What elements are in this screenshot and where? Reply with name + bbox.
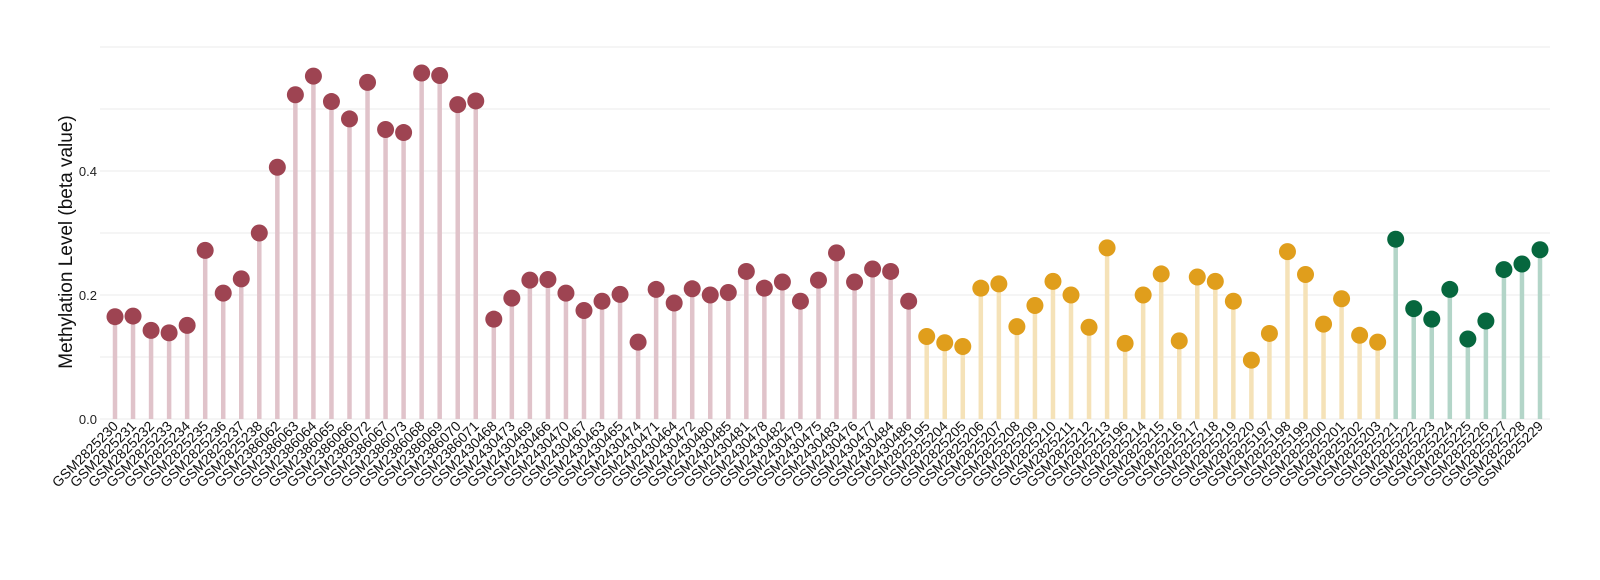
grid-lines [100, 46, 1550, 420]
lollipop-dot [1260, 324, 1278, 342]
lollipop-dot [1495, 261, 1513, 279]
lollipop-dot [1405, 300, 1423, 318]
lollipop-dot [340, 110, 358, 128]
lollipop-dot [268, 158, 286, 176]
lollipop-dot [1333, 290, 1351, 308]
lollipop-dot [1441, 280, 1459, 298]
lollipop-dot [1206, 272, 1224, 290]
lollipop-dot [990, 275, 1008, 293]
lollipop-dot [503, 289, 521, 307]
lollipop-dot [106, 308, 124, 326]
lollipop-dot [124, 307, 142, 325]
lollipop-dot [719, 284, 737, 302]
lollipop-dot [521, 271, 539, 289]
lollipop-dot [1315, 315, 1333, 333]
lollipop-dot [1134, 286, 1152, 304]
lollipop-stems [112, 73, 1543, 419]
lollipop-dot [557, 284, 575, 302]
lollipop-dot [1459, 330, 1477, 348]
lollipop-dot [1152, 265, 1170, 283]
lollipop-dot [1116, 334, 1134, 352]
lollipop-dot [467, 92, 485, 110]
lollipop-dot [1531, 241, 1549, 259]
lollipop-dot [1026, 297, 1044, 315]
lollipop-dot [1477, 312, 1495, 330]
lollipop-dot [449, 96, 467, 114]
lollipop-dot [1224, 292, 1242, 310]
lollipop-dot [539, 271, 557, 288]
y-tick-label: 0.0 [79, 412, 97, 427]
lollipop-dot [683, 280, 701, 298]
x-axis-labels: GSM2825230GSM2825231GSM2825232GSM2825233… [49, 418, 1547, 491]
y-axis-title: Methylation Level (beta value) [56, 115, 77, 368]
lollipop-dot [286, 86, 304, 104]
lollipop-dot [160, 324, 178, 342]
lollipop-dot [232, 270, 250, 288]
y-axis: 0.0 0.2 0.4 [79, 164, 97, 427]
lollipop-dot [377, 120, 395, 138]
lollipop-dot [611, 285, 629, 303]
lollipop-dot [1423, 310, 1441, 328]
lollipop-dot [791, 292, 809, 310]
lollipop-dot [864, 260, 882, 278]
lollipop-dots [106, 64, 1549, 369]
y-tick-label: 0.4 [79, 164, 97, 179]
lollipop-dot [755, 279, 773, 297]
lollipop-dot [972, 279, 990, 297]
lollipop-dot [322, 93, 340, 111]
lollipop-dot [304, 67, 322, 85]
lollipop-dot [1008, 318, 1026, 336]
lollipop-dot [250, 224, 268, 242]
lollipop-dot [142, 321, 160, 339]
lollipop-dot [214, 284, 232, 302]
lollipop-dot [918, 328, 936, 346]
lollipop-dot [900, 292, 918, 310]
lollipop-dot [196, 241, 214, 259]
lollipop-dot [882, 262, 900, 280]
lollipop-dot [828, 244, 846, 262]
lollipop-dot [1188, 268, 1206, 286]
lollipop-dot [846, 273, 864, 291]
lollipop-dot [936, 334, 954, 352]
lollipop-dot [485, 310, 503, 328]
lollipop-dot [1351, 326, 1369, 344]
lollipop-dot [701, 286, 719, 304]
lollipop-dot [395, 124, 413, 142]
lollipop-dot [665, 294, 683, 312]
lollipop-dot [431, 67, 449, 85]
lollipop-dot [1242, 351, 1260, 369]
lollipop-dot [593, 292, 611, 310]
lollipop-dot [1297, 266, 1315, 284]
lollipop-dot [1098, 239, 1116, 257]
lollipop-dot [737, 262, 755, 280]
lollipop-dot [1170, 332, 1188, 350]
lollipop-dot [1080, 318, 1098, 336]
lollipop-dot [773, 273, 791, 291]
lollipop-dot [178, 316, 196, 334]
lollipop-dot [1044, 272, 1062, 290]
lollipop-dot [629, 333, 647, 351]
lollipop-dot [413, 64, 431, 82]
lollipop-dot [1278, 243, 1296, 261]
lollipop-dot [1062, 286, 1080, 304]
lollipop-dot [809, 271, 827, 289]
lollipop-dot [647, 280, 665, 298]
lollipop-dot [1513, 255, 1531, 273]
lollipop-dot [1369, 333, 1387, 351]
lollipop-dot [1387, 230, 1405, 248]
y-tick-label: 0.2 [79, 288, 97, 303]
lollipop-dot [954, 337, 972, 355]
lollipop-dot [575, 302, 593, 319]
lollipop-dot [359, 73, 377, 91]
